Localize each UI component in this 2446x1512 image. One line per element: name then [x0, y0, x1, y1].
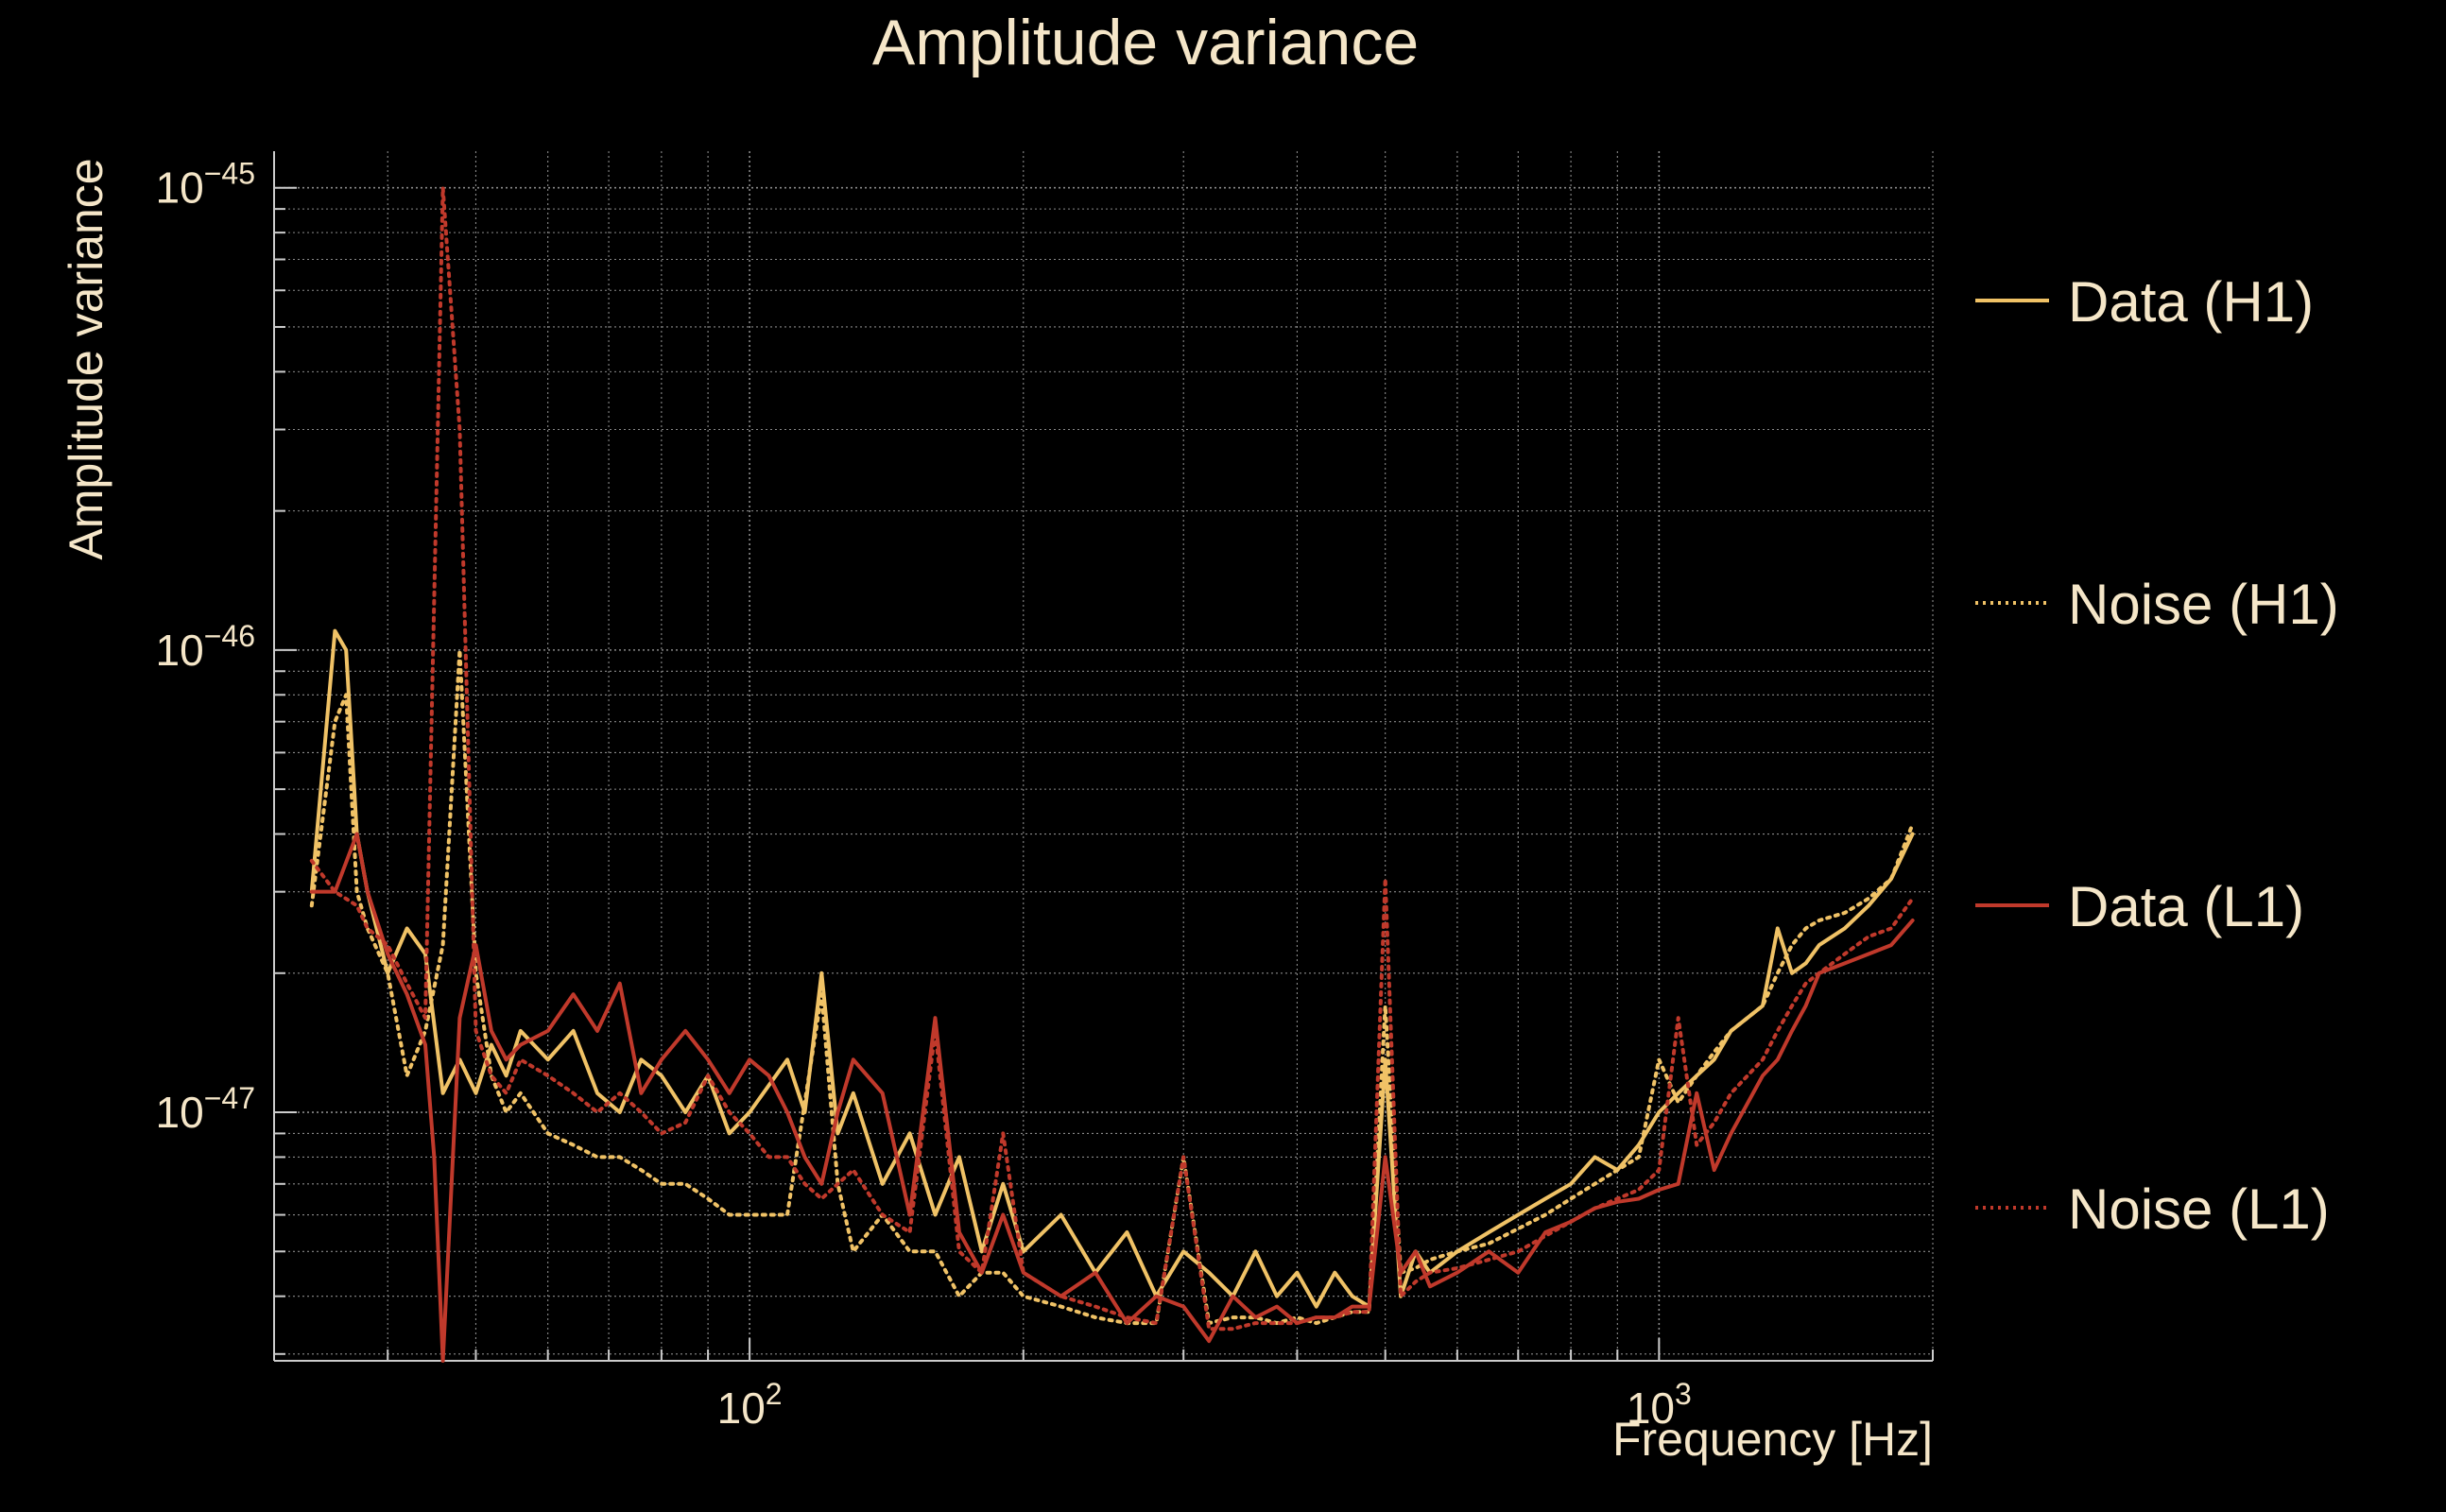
y-tick-exponent: −47 [204, 1081, 255, 1115]
legend: Data (H1) Noise (H1) Data (L1) Noise (L1) [1975, 270, 2339, 1241]
x-tick-exponent: 3 [1675, 1377, 1692, 1411]
y-tick-base: 10 [156, 1088, 204, 1137]
y-tick-base: 10 [156, 163, 204, 213]
series-layer [309, 185, 1915, 1363]
y-tick-exponent: −45 [204, 157, 255, 191]
legend-label-3: Data (L1) [2068, 875, 2304, 938]
series-line-3 [309, 832, 1915, 1363]
x-tick-label: 103 [1627, 1377, 1692, 1433]
legend-label-1: Data (H1) [2068, 270, 2314, 334]
x-tick-base: 10 [717, 1383, 766, 1433]
y-tick-label: 10−46 [156, 619, 255, 675]
y-tick-label: 10−47 [156, 1081, 255, 1137]
series-line-4 [309, 185, 1915, 1332]
x-tick-label: 102 [717, 1377, 783, 1433]
grid-layer [273, 151, 1934, 1361]
axes-layer [273, 151, 1934, 1362]
legend-label-4: Noise (L1) [2068, 1177, 2330, 1241]
y-tick-exponent: −46 [204, 619, 255, 653]
x-axis-label: Frequency [Hz] [1612, 1413, 1933, 1466]
y-axis-label: Amplitude variance [60, 158, 112, 559]
x-tick-exponent: 2 [766, 1377, 783, 1411]
y-tick-label: 10−45 [156, 157, 255, 213]
chart-title: Amplitude variance [872, 7, 1419, 78]
x-tick-base: 10 [1627, 1383, 1675, 1433]
y-tick-base: 10 [156, 626, 204, 675]
legend-label-2: Noise (H1) [2068, 573, 2339, 636]
